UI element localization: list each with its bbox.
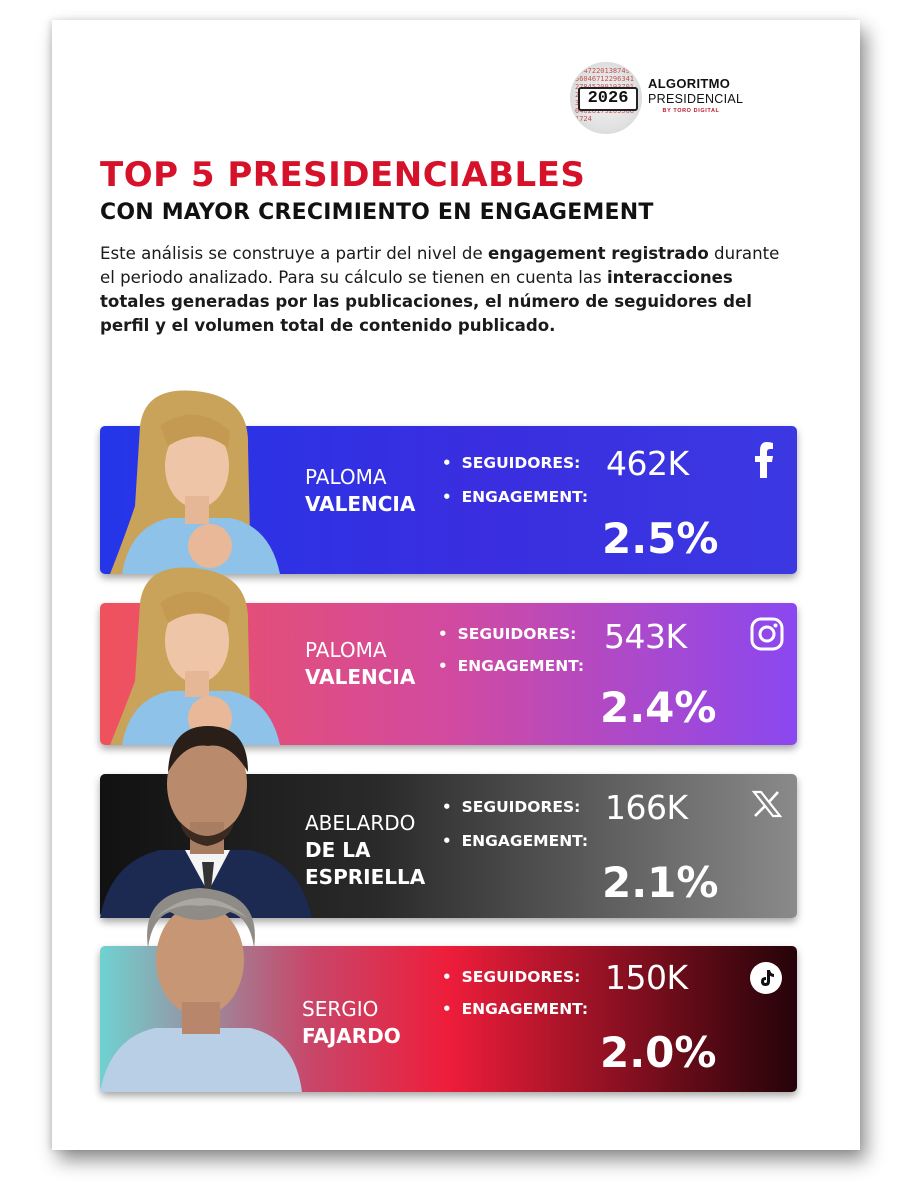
candidate-photo	[100, 386, 300, 574]
engagement-value: 2.0%	[600, 1028, 717, 1077]
candidate-card-instagram: PALOMA VALENCIA SEGUIDORES: 543K ENGAGEM…	[100, 567, 797, 745]
candidate-photo	[100, 878, 305, 1092]
x-icon	[751, 790, 783, 823]
followers-value: 150K	[605, 958, 688, 997]
candidate-first-name: ABELARDO	[305, 811, 416, 835]
engagement-value: 2.1%	[602, 858, 719, 907]
followers-label: SEGUIDORES:	[442, 454, 581, 472]
logo-text: ALGORITMO PRESIDENCIAL BY TORO DIGITAL	[648, 76, 748, 114]
candidate-card-tiktok: SERGIO FAJARDO SEGUIDORES: 150K ENGAGEME…	[100, 888, 797, 1092]
candidate-name: PALOMA VALENCIA	[305, 637, 415, 691]
seal-year: 2026	[578, 87, 638, 111]
candidate-last-name: DE LA	[305, 838, 371, 862]
followers-label: SEGUIDORES:	[442, 968, 581, 986]
candidate-last-name: VALENCIA	[305, 665, 416, 689]
logo-line1: ALGORITMO	[648, 76, 731, 91]
desc-part2: durante el periodo analizado. Para su cá…	[100, 244, 780, 287]
candidate-name: PALOMA VALENCIA	[305, 464, 415, 518]
engagement-label: ENGAGEMENT:	[438, 657, 585, 675]
facebook-icon	[753, 442, 775, 483]
desc-part1: Este análisis se construye a partir del …	[100, 244, 488, 263]
engagement-label: ENGAGEMENT:	[442, 488, 589, 506]
logo-line3: BY TORO DIGITAL	[662, 108, 720, 114]
logo-line2: PRESIDENCIAL	[648, 92, 744, 106]
candidate-card-x: ABELARDO DE LA ESPRIELLA SEGUIDORES: 166…	[100, 726, 797, 918]
engagement-value: 2.5%	[602, 514, 719, 563]
candidate-card-facebook: PALOMA VALENCIA SEGUIDORES: 462K ENGAGEM…	[100, 390, 797, 574]
followers-value: 462K	[606, 444, 689, 483]
desc-bold2: interacciones totales generadas por las …	[100, 268, 752, 335]
seal-icon: 6947220138749256046712296341278452091937…	[570, 62, 642, 134]
followers-value: 543K	[604, 617, 687, 656]
description: Este análisis se construye a partir del …	[100, 242, 790, 338]
algoritmo-presidencial-logo: 6947220138749256046712296341278452091937…	[570, 62, 750, 134]
followers-value: 166K	[605, 788, 688, 827]
followers-label: SEGUIDORES:	[438, 625, 577, 643]
engagement-value: 2.4%	[600, 683, 717, 732]
candidate-first-name: SERGIO	[302, 997, 379, 1021]
candidate-last-name: FAJARDO	[302, 1024, 401, 1048]
instagram-icon	[750, 617, 784, 656]
page-title: TOP 5 PRESIDENCIABLES	[100, 155, 586, 195]
candidate-photo	[100, 563, 300, 745]
candidate-photo	[100, 722, 315, 918]
page-subtitle: CON MAYOR CRECIMIENTO EN ENGAGEMENT	[100, 200, 654, 225]
candidate-last-name: VALENCIA	[305, 492, 416, 516]
engagement-label: ENGAGEMENT:	[442, 832, 589, 850]
engagement-label: ENGAGEMENT:	[442, 1000, 589, 1018]
candidate-name: SERGIO FAJARDO	[302, 996, 401, 1050]
candidate-first-name: PALOMA	[305, 638, 387, 662]
candidate-last-name-2: ESPRIELLA	[305, 865, 426, 889]
tiktok-icon	[750, 962, 782, 999]
desc-bold1: engagement registrado	[487, 244, 709, 263]
candidate-name: ABELARDO DE LA ESPRIELLA	[305, 810, 425, 891]
candidate-first-name: PALOMA	[305, 465, 387, 489]
followers-label: SEGUIDORES:	[442, 798, 581, 816]
